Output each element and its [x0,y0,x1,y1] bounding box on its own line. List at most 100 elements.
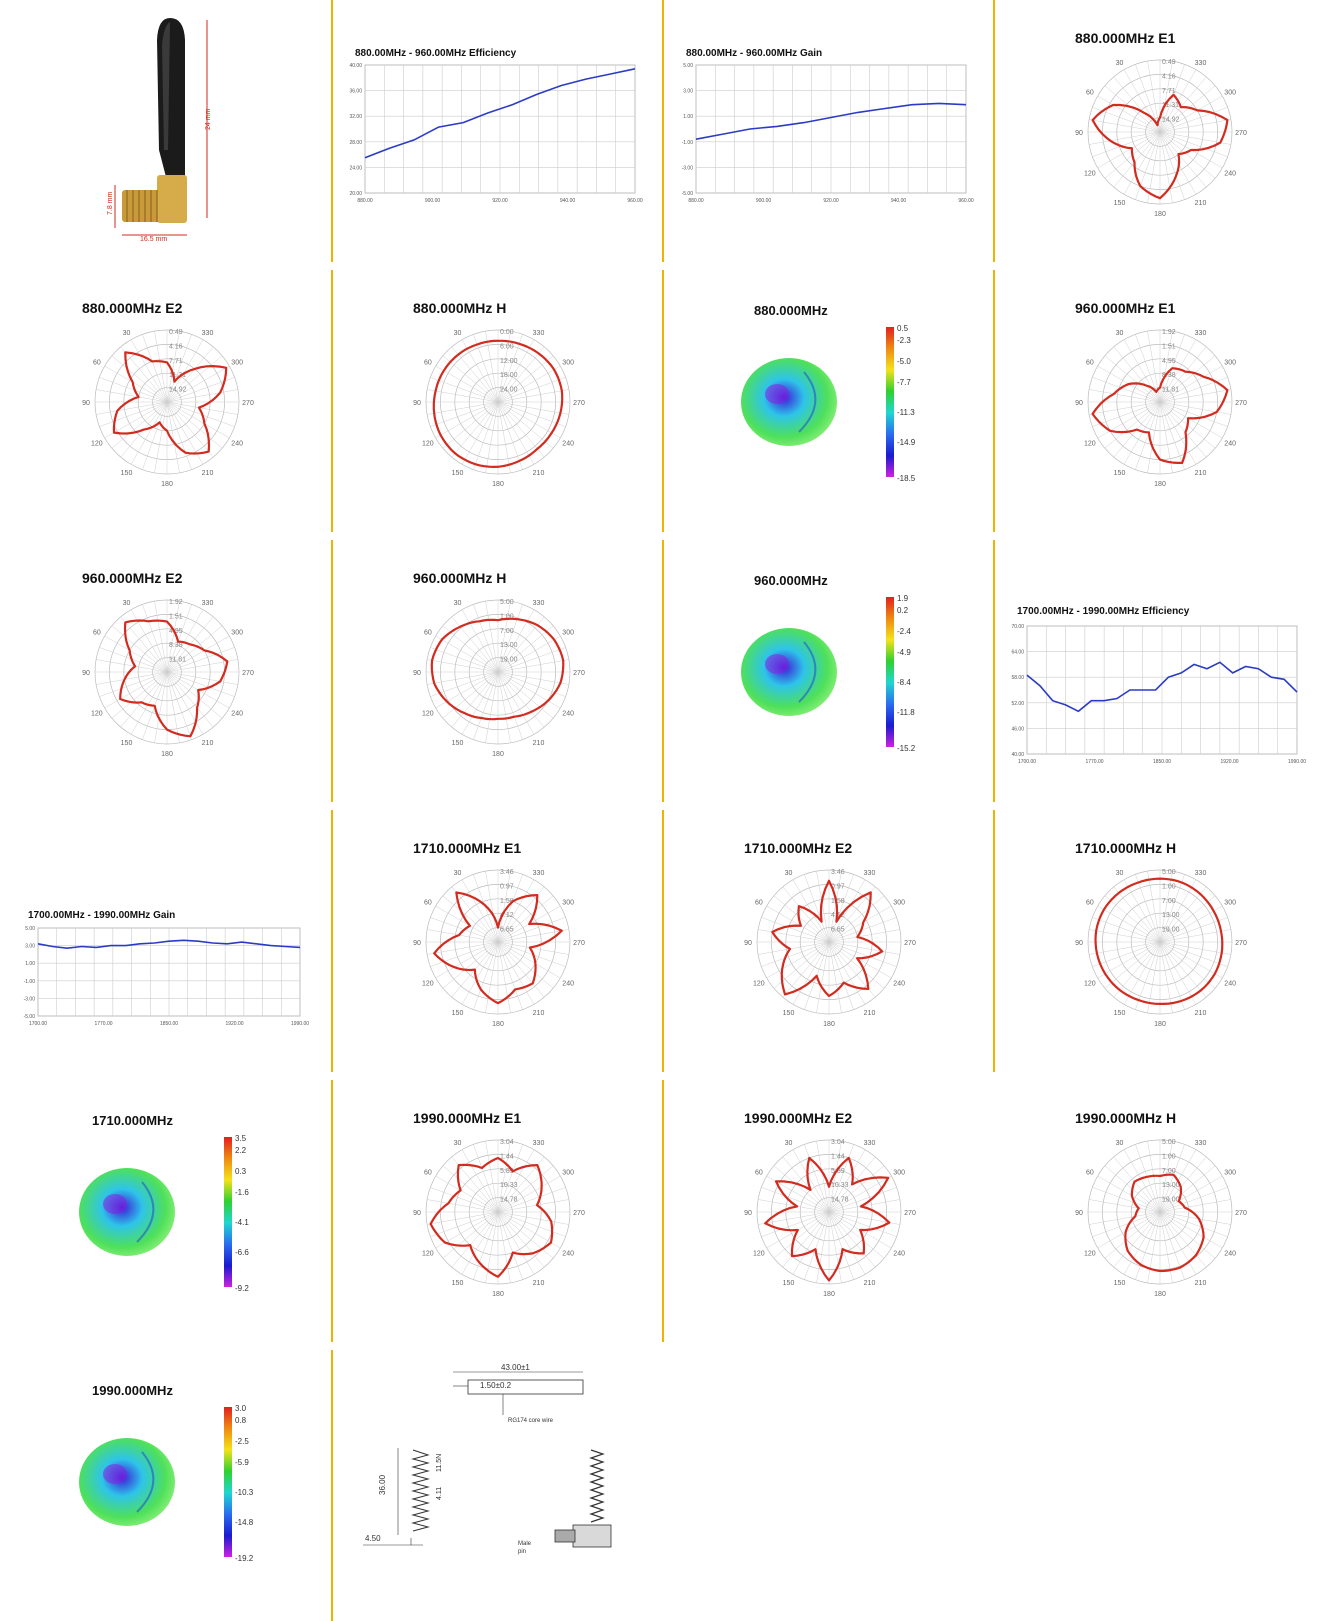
polar-spoke [816,1211,830,1283]
polar-spoke [1159,401,1228,427]
chart-title: 1990.000MHz E1 [413,1110,521,1126]
angle-label: 60 [755,1170,763,1177]
polar-spoke [461,879,499,943]
polar-spoke [497,339,535,403]
polar-spoke [497,671,511,743]
polar-spoke [166,671,235,697]
color-scale-bar [886,327,894,477]
color-scale-label: -11.8 [897,708,915,717]
polar-spoke [99,401,168,427]
radial-tick-label: 1.00 [1162,883,1176,890]
polar-spoke [1104,355,1161,403]
chart-title: 960.000MHz E1 [1075,300,1176,316]
radial-tick-label: 11.31 [1162,102,1179,109]
polar-spoke [430,1211,499,1237]
radial-tick-label: 7.00 [1162,1168,1176,1175]
dimension-text: 43.00±1 [501,1363,530,1372]
product-photo: 24 mm 7.8 mm 16.5 mm [2,0,333,270]
angle-label: 90 [82,400,90,407]
polar-spoke [828,1211,897,1237]
polar-spoke [1159,895,1216,943]
angle-label: 150 [783,1280,795,1287]
polar-spoke [1159,339,1197,403]
column-separator [331,270,333,532]
radial-tick-label: 4.12 [500,912,514,919]
angle-label: 240 [1224,171,1236,178]
polar-spoke [1159,401,1207,458]
angle-label: 60 [1086,900,1094,907]
radial-tick-label: 4.95 [169,628,183,635]
radial-tick-label: 14.92 [169,387,187,394]
polar-spoke [166,339,204,403]
x-tick-label: 920.00 [823,198,839,204]
polar-spoke [1159,917,1228,943]
polar-spoke [473,401,499,470]
radial-tick-label: 8.38 [1162,372,1176,379]
x-tick-label: 900.00 [756,198,772,204]
polar-spoke [497,1149,535,1213]
angle-label: 150 [1114,200,1126,207]
polar-spoke [435,365,499,403]
polar-spoke [1097,131,1161,169]
angle-label: 240 [562,441,574,448]
radial-tick-label: 3.46 [500,869,514,876]
polar-spoke [1159,131,1228,157]
polar-spoke [427,389,499,403]
x-tick-label: 1990.00 [291,1021,309,1027]
polar-pattern-cell: 1710.000MHz H 330 300 270 240 210 180 150 120 90 6… [995,810,1326,1080]
angle-label: 120 [1084,981,1096,988]
angle-label: 210 [864,1010,876,1017]
polar-spoke [154,671,168,743]
polar-spoke [1159,1156,1207,1213]
polar-spoke [1159,905,1223,943]
angle-label: 120 [1084,171,1096,178]
polar-spoke [96,389,168,403]
polar-spoke [461,941,499,1005]
polar-spoke [497,401,569,415]
angle-label: 120 [422,1251,434,1258]
polar-spoke [427,401,499,415]
angle-label: 330 [533,1140,545,1147]
angle-label: 210 [533,470,545,477]
column-separator [662,270,664,532]
column-separator [662,0,664,262]
angle-label: 60 [424,630,432,637]
y-tick-label: 28.00 [349,140,362,146]
3d-pattern-chart: 960.000MHz 1.9 0.2 -2.4 -4.9 -8.4 -11.8 -15.2 [741,573,916,753]
angle-label: 120 [91,441,103,448]
polar-spoke [792,941,830,1005]
y-tick-label: 40.00 [349,63,362,69]
polar-spoke [1159,85,1216,133]
polar-spoke [442,895,499,943]
polar-spoke [1159,1187,1228,1213]
color-scale-label: -15.2 [897,744,916,753]
polar-spoke [1159,1211,1197,1275]
radiation-pattern [1094,877,1224,1005]
polar-spoke [1159,941,1207,998]
radial-tick-label: 24.00 [500,387,518,394]
angle-label: 30 [123,600,131,607]
angle-label: 60 [93,360,101,367]
polar-spoke [485,941,499,1013]
angle-label: 150 [1114,470,1126,477]
polar-spoke [166,635,230,673]
polar-spoke [497,401,545,458]
color-scale-label: -14.9 [897,438,916,447]
angle-label: 270 [1235,940,1247,947]
angle-label: 90 [1075,940,1083,947]
polar-spoke [427,1211,499,1225]
dim-label-height: 24 mm [205,108,212,130]
polar-spoke [451,346,499,403]
polar-spoke [461,339,499,403]
color-scale-label: 3.5 [235,1134,247,1143]
polar-spoke [427,1199,499,1213]
polar-spoke [766,905,830,943]
polar-spoke [782,886,830,943]
polar-spoke [497,941,545,998]
polar-spoke [166,671,180,743]
angle-label: 330 [1195,60,1207,67]
polar-spoke [1159,131,1207,188]
polar-spoke [442,941,499,989]
radial-tick-label: 11.31 [169,372,186,379]
polar-spoke [758,1199,830,1213]
